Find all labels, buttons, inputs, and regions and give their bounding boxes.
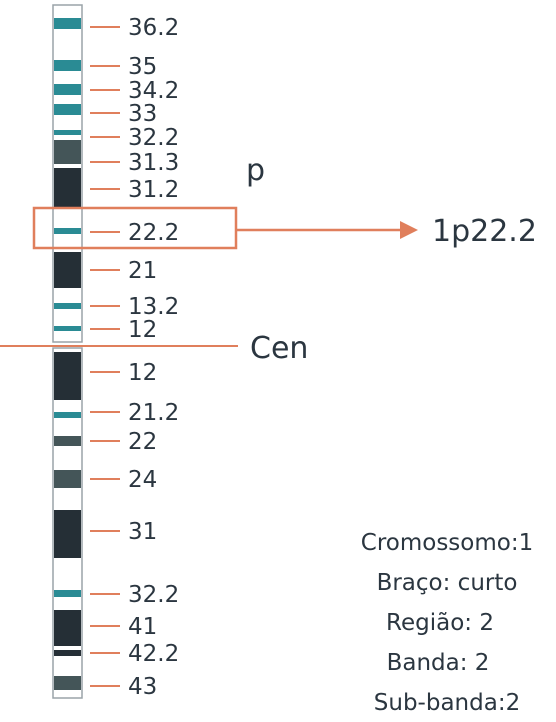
band-label: 34.2 xyxy=(128,78,179,104)
band-stain xyxy=(54,436,81,446)
info-chromosome: Cromossomo:1 xyxy=(361,530,533,556)
band-label: 31 xyxy=(128,519,157,545)
band-stain xyxy=(54,352,81,400)
band-stain xyxy=(54,510,81,558)
band-stain xyxy=(54,676,81,690)
band-label: 21 xyxy=(128,258,157,284)
band-label: 22 xyxy=(128,429,157,455)
band-stain xyxy=(54,130,81,135)
band-label: 33 xyxy=(128,101,157,127)
band-label: 35 xyxy=(128,54,157,80)
centromere-label: Cen xyxy=(250,331,308,366)
band-stain xyxy=(54,412,81,418)
band-labels: 36.2 35 34.2 33 32.2 31.3 31.2 22.2 21 1… xyxy=(128,15,179,700)
band-stain xyxy=(54,252,81,288)
band-stain xyxy=(54,18,81,29)
highlight-box xyxy=(32,206,238,250)
highlight-arrow-head xyxy=(400,221,418,239)
band-stain xyxy=(54,590,81,597)
band-label: 12 xyxy=(128,317,157,343)
band-stain xyxy=(54,84,81,95)
band-label: 32.2 xyxy=(128,582,179,608)
band-info-block: Cromossomo:1 Braço: curto Região: 2 Band… xyxy=(361,530,533,716)
band-stain xyxy=(54,650,81,656)
band-label: 31.2 xyxy=(128,177,179,203)
band-stain xyxy=(54,60,81,71)
band-stain xyxy=(54,168,81,208)
p-arm-label: p xyxy=(246,153,265,188)
info-band: Banda: 2 xyxy=(387,650,490,676)
band-stain xyxy=(54,228,81,234)
band-label: 32.2 xyxy=(128,125,179,151)
band-label: 22.2 xyxy=(128,220,179,246)
band-stain xyxy=(54,140,81,164)
highlight-label: 1p22.2 xyxy=(432,214,537,249)
band-stain xyxy=(54,104,81,115)
band-stain xyxy=(54,303,81,309)
band-stain xyxy=(54,470,81,488)
band-label: 21.2 xyxy=(128,400,179,426)
info-arm: Braço: curto xyxy=(377,570,518,596)
band-label: 31.3 xyxy=(128,150,179,176)
band-stain xyxy=(54,326,81,331)
band-label: 36.2 xyxy=(128,15,179,41)
band-ticks xyxy=(90,26,120,687)
band-label: 42.2 xyxy=(128,641,179,667)
band-stain xyxy=(54,610,81,646)
band-label: 41 xyxy=(128,614,157,640)
band-label: 12 xyxy=(128,360,157,386)
info-subband: Sub-banda:2 xyxy=(374,690,520,716)
band-label: 24 xyxy=(128,467,157,493)
band-label: 13.2 xyxy=(128,294,179,320)
band-label: 43 xyxy=(128,674,157,700)
band-stains xyxy=(54,18,81,690)
info-region: Região: 2 xyxy=(386,610,494,636)
